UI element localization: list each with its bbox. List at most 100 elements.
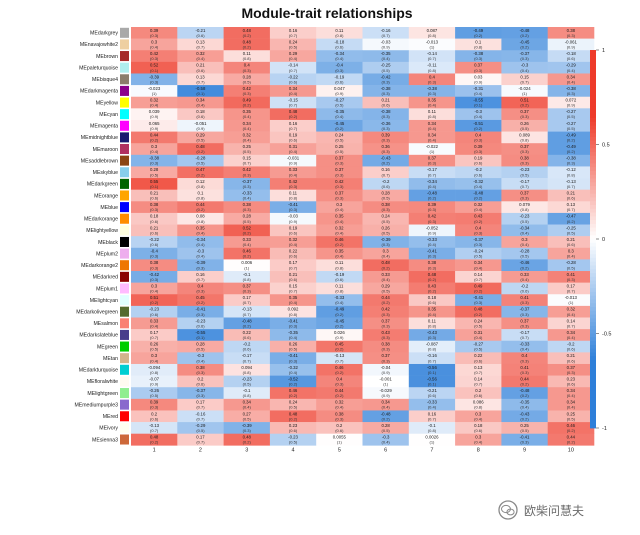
cell-correlation: 0.32	[474, 202, 483, 207]
cell-pvalue: (0.4)	[520, 347, 529, 352]
cell-correlation: 0.026	[334, 330, 345, 335]
module-swatch	[120, 295, 129, 306]
heatmap-cell	[223, 422, 271, 434]
cell-correlation: -0.33	[334, 295, 344, 300]
legend-gradient-step	[590, 163, 596, 168]
cell-pvalue: (0.4)	[382, 277, 391, 282]
cell-pvalue: (0.3)	[196, 265, 205, 270]
cell-pvalue: (0.2)	[382, 300, 391, 305]
cell-correlation: -0.19	[334, 74, 344, 79]
row-label: MEdarkorange2	[81, 263, 118, 269]
cell-pvalue: (0.6)	[567, 196, 576, 201]
heatmap-cell	[362, 166, 410, 179]
module-swatch	[120, 62, 129, 73]
heatmap-cell	[316, 50, 363, 63]
cell-correlation: -0.1	[243, 388, 251, 393]
cell-pvalue: (0.9)	[567, 103, 576, 108]
cell-correlation: -0.28	[566, 260, 576, 265]
cell-pvalue: (0.2)	[428, 289, 437, 294]
module-swatch	[120, 411, 129, 422]
heatmap-cell	[316, 247, 363, 260]
cell-correlation: -0.35	[334, 109, 344, 114]
legend-gradient-step	[590, 50, 596, 55]
legend-gradient-step	[590, 307, 596, 312]
cell-correlation: -0.03	[288, 214, 298, 219]
row-label: MEpaleturquoise	[79, 65, 118, 71]
cell-pvalue: (0.3)	[150, 265, 159, 270]
cell-pvalue: (0.4)	[474, 265, 483, 270]
row-label: MEdarkgrey	[90, 31, 118, 37]
cell-pvalue: (0.7)	[382, 33, 391, 38]
heatmap-cell	[362, 236, 410, 249]
cell-pvalue: (0.3)	[382, 207, 391, 212]
heatmap-cell	[501, 119, 548, 132]
heatmap-cell	[177, 50, 224, 63]
legend-gradient-step	[590, 333, 596, 338]
row-label: MEyellow	[96, 100, 118, 106]
cell-correlation: 0.2	[197, 376, 204, 381]
cell-pvalue: (0.5)	[289, 45, 298, 50]
row-label: MEbisque4	[92, 77, 118, 83]
cell-correlation: 0.16	[289, 121, 298, 126]
cell-pvalue: (0.5)	[382, 68, 391, 73]
cell-correlation: -0.04	[381, 365, 391, 370]
cell-correlation: 0.089	[519, 132, 530, 137]
heatmap-cell	[177, 201, 224, 214]
cell-pvalue: (0.3)	[520, 358, 529, 363]
cell-correlation: 0.15	[243, 156, 252, 161]
cell-pvalue: (0.4)	[382, 405, 391, 410]
cell-correlation: 0.4	[475, 225, 482, 230]
cell-correlation: 0.34	[428, 121, 437, 126]
heatmap-cell	[223, 236, 271, 249]
heatmap-cell	[408, 61, 456, 74]
heatmap-cell	[316, 212, 363, 225]
cell-correlation: 0.35	[428, 307, 437, 312]
heatmap-cell	[223, 119, 271, 132]
cell-correlation: 0.48	[289, 109, 298, 114]
legend-gradient-step	[590, 337, 596, 342]
cell-correlation: 0.46	[567, 423, 576, 428]
heatmap-cell	[177, 236, 224, 249]
cell-correlation: 0.4	[336, 376, 343, 381]
wechat-logo-icon	[498, 500, 518, 520]
cell-correlation: 0.28	[150, 167, 159, 172]
heatmap-cell	[316, 398, 363, 411]
cell-pvalue: (0.2)	[289, 382, 298, 387]
legend-gradient-step	[590, 393, 596, 399]
cell-pvalue: (0.2)	[382, 161, 391, 166]
cell-correlation: 0.32	[243, 132, 252, 137]
legend-gradient-step	[590, 303, 596, 308]
heatmap-cell	[316, 329, 363, 342]
column-label: 1	[153, 447, 156, 453]
cell-correlation: 0.42	[381, 307, 390, 312]
cell-correlation: 0.11	[335, 28, 344, 33]
cell-correlation: -0.28	[196, 156, 206, 161]
heatmap-cell	[269, 189, 317, 202]
cell-pvalue: (0.3)	[243, 91, 252, 96]
cell-correlation: 0.4	[429, 74, 436, 79]
cell-correlation: -0.55	[473, 98, 483, 103]
cell-pvalue: (0.2)	[520, 393, 529, 398]
cell-correlation: -0.21	[196, 28, 206, 33]
legend-gradient-step	[590, 401, 596, 406]
cell-pvalue: (0.3)	[382, 312, 391, 317]
module-swatch	[120, 434, 129, 445]
heatmap-cell	[131, 61, 178, 74]
cell-pvalue: (0.7)	[289, 126, 298, 131]
cell-pvalue: (0.4)	[382, 254, 391, 259]
cell-pvalue: (0.2)	[520, 103, 529, 108]
row-label: MEdarkolivegreen	[76, 309, 118, 315]
cell-pvalue: (0.2)	[335, 347, 344, 352]
cell-correlation: -0.3	[475, 109, 483, 114]
cell-correlation: 0.32	[567, 307, 576, 312]
cell-correlation: 0.29	[196, 132, 205, 137]
cell-correlation: 0.49	[474, 283, 483, 288]
module-swatch	[120, 376, 129, 387]
heatmap-cell	[547, 201, 595, 214]
cell-correlation: 0.11	[428, 109, 437, 114]
cell-pvalue: (0.3)	[520, 300, 529, 305]
heatmap-cell	[316, 294, 363, 307]
heatmap-cell	[455, 282, 502, 295]
module-swatch	[120, 74, 129, 85]
module-swatch	[120, 178, 129, 189]
